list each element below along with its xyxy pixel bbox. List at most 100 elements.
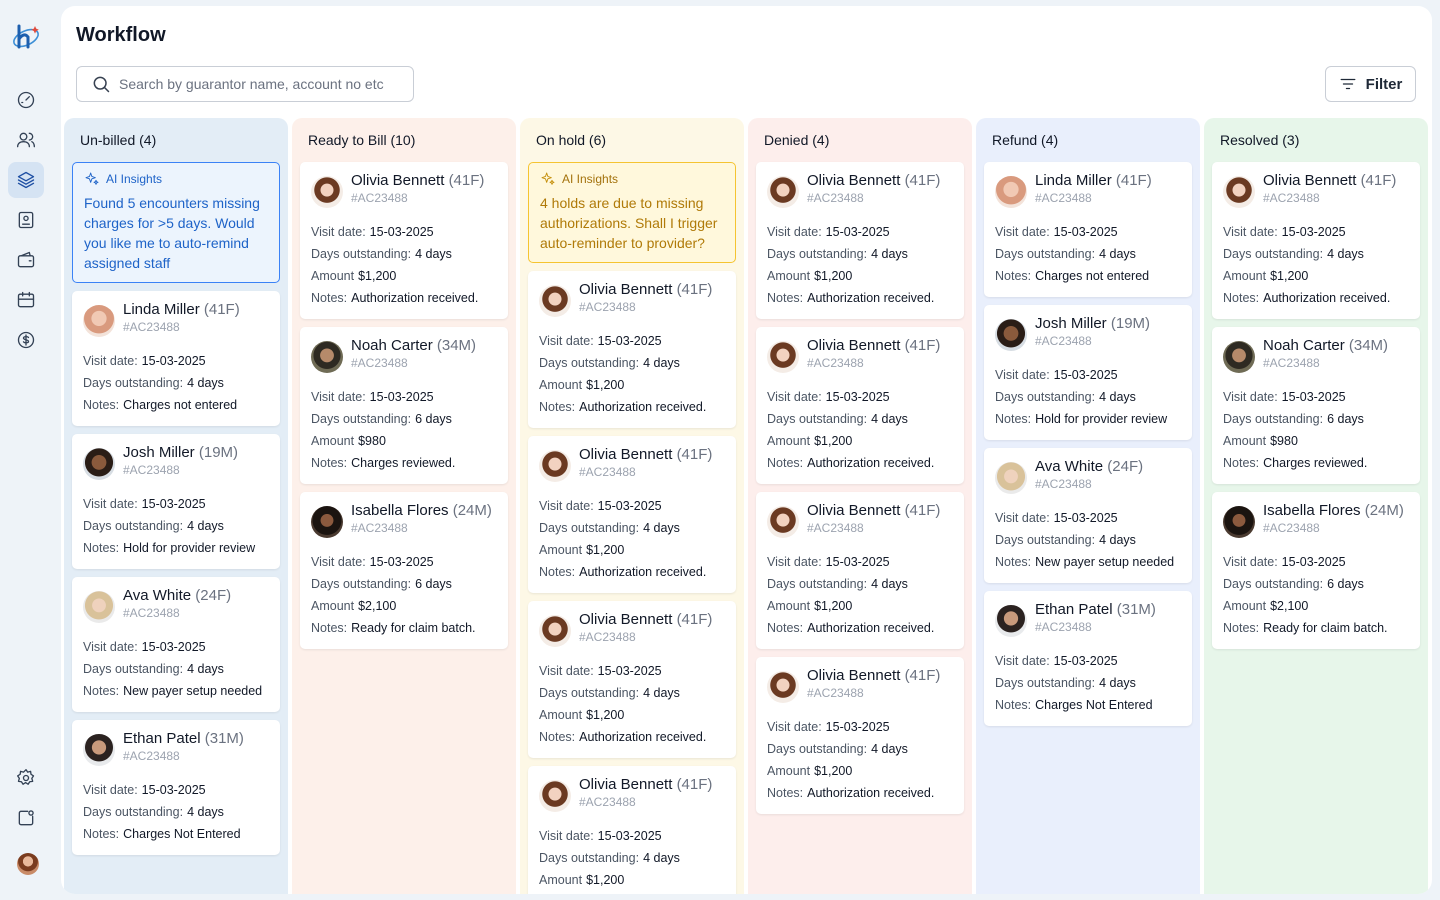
nav-documents[interactable] [8,202,44,238]
field-label: Days outstanding: [995,390,1096,404]
field-label: Amount [539,378,583,392]
patient-card[interactable]: Josh Miller (19M) #AC23488 Visit date: 15-0… [72,434,280,569]
ai-insight-card[interactable]: AI Insights 4 holds are due to missing au… [528,162,736,263]
patient-card[interactable]: Ava White (24F) #AC23488 Visit date: 15-03-… [72,577,280,712]
patient-card[interactable]: Noah Carter (34M) #AC23488 Visit date: 15-0… [1212,327,1420,484]
patient-card[interactable]: Olivia Bennett (41F) #AC23488 Visit date: 1… [528,436,736,593]
ai-insight-text: Found 5 encounters missing charges for >… [84,195,260,271]
patient-info: Josh Miller (19M) #AC23488 [123,444,238,479]
field-label: Amount [1223,434,1267,448]
avatar [539,615,571,647]
avatar [995,176,1027,208]
field-value: $1,200 [586,378,625,392]
field-value: 6 days [415,577,452,591]
nav-wallet[interactable] [8,242,44,278]
patient-card[interactable]: Olivia Bennett (41F) #AC23488 Visit date: 1… [300,162,508,319]
field-label: Days outstanding: [995,533,1096,547]
visit-date-row: Visit date: 15-03-2025 [311,386,497,408]
patient-card[interactable]: Linda Miller (41F) #AC23488 Visit date: 15-… [984,162,1192,297]
patient-card[interactable]: Olivia Bennett (41F) #AC23488 Visit date: 1… [528,271,736,428]
account-number: #AC23488 [123,320,180,334]
days-outstanding-row: Days outstanding: 4 days [995,243,1181,265]
column-5: Refund (4) Linda Miller (41F) #AC23488 Visi… [976,118,1200,894]
account-number: #AC23488 [579,465,636,479]
field-label: Notes: [1223,621,1260,635]
patient-name-text: Olivia Bennett [1263,172,1361,189]
field-label: Visit date: [83,783,138,797]
field-value: 4 days [1099,676,1136,690]
patient-card[interactable]: Olivia Bennett (41F) #AC23488 Visit date: 1… [756,327,964,484]
account-number: #AC23488 [807,191,864,205]
filter-button[interactable]: Filter [1325,66,1416,102]
patient-card[interactable]: Linda Miller (41F) #AC23488 Visit date: 15-… [72,291,280,426]
patient-card[interactable]: Ethan Patel (31M) #AC23488 Visit date: 15-0… [984,591,1192,726]
visit-date-row: Visit date: 15-03-2025 [539,495,725,517]
field-label: Visit date: [995,511,1050,525]
patient-card[interactable]: Ava White (24F) #AC23488 Visit date: 15-03-… [984,448,1192,583]
patient-card[interactable]: Olivia Bennett (41F) #AC23488 Visit date: 1… [528,766,736,894]
visit-date-row: Visit date: 15-03-2025 [995,364,1181,386]
patient-card[interactable]: Isabella Flores (24M) #AC23488 Visit date:… [300,492,508,649]
avatar [539,450,571,482]
field-label: Amount [311,269,355,283]
patient-card[interactable]: Isabella Flores (24M) #AC23488 Visit date:… [1212,492,1420,649]
patient-name: Olivia Bennett (41F) [351,172,484,190]
search-box[interactable] [76,66,414,102]
field-label: Notes: [83,541,120,555]
notes-row: Notes: New payer setup needed [995,551,1181,573]
field-label: Notes: [311,456,348,470]
column-title: Resolved (3) [1220,132,1300,148]
nav-workflow[interactable] [8,162,44,198]
patient-name-text: Isabella Flores [351,502,453,519]
nav-users[interactable] [8,122,44,158]
patient-card[interactable]: Olivia Bennett (41F) #AC23488 Visit date: 1… [1212,162,1420,319]
field-value: Charges not entered [123,398,238,412]
patient-info: Olivia Bennett (41F) #AC23488 [579,776,712,811]
visit-date-row: Visit date: 15-03-2025 [767,551,953,573]
nav-payments[interactable] [8,322,44,358]
patient-card[interactable]: Olivia Bennett (41F) #AC23488 Visit date: 1… [528,601,736,758]
patient-card[interactable]: Josh Miller (19M) #AC23488 Visit date: 15-0… [984,305,1192,440]
field-value: Authorization received. [807,621,935,635]
field-value: New payer setup needed [123,684,263,698]
patient-name-text: Olivia Bennett [579,446,677,463]
field-label: Notes: [995,555,1032,569]
field-value: 15-03-2025 [141,783,206,797]
field-label: Notes: [311,621,348,635]
field-value: 4 days [643,521,680,535]
field-value: 15-03-2025 [141,640,206,654]
ai-insight-card[interactable]: AI Insights Found 5 encounters missing ch… [72,162,280,283]
nav-dashboard[interactable] [8,82,44,118]
nav-export[interactable] [8,800,44,836]
amount-row: Amount $2,100 [311,595,497,617]
field-value: 4 days [187,519,224,533]
patient-age-gender: (41F) [904,502,941,519]
days-outstanding-row: Days outstanding: 4 days [83,658,269,680]
amount-row: Amount $1,200 [539,869,725,891]
patient-card[interactable]: Olivia Bennett (41F) #AC23488 Visit date: 1… [756,162,964,319]
current-user-avatar[interactable] [17,853,39,875]
search-input[interactable] [119,76,409,92]
patient-card[interactable]: Ethan Patel (31M) #AC23488 Visit date: 15-0… [72,720,280,855]
patient-card[interactable]: Noah Carter (34M) #AC23488 Visit date: 15-0… [300,327,508,484]
patient-card[interactable]: Olivia Bennett (41F) #AC23488 Visit date: 1… [756,657,964,814]
amount-row: Amount $1,200 [539,374,725,396]
nav-schedule[interactable] [8,282,44,318]
field-label: Days outstanding: [83,805,184,819]
patient-name: Ethan Patel (31M) [123,730,244,748]
patient-name: Olivia Bennett (41F) [807,337,940,355]
field-value: 15-03-2025 [825,555,890,569]
account-number: #AC23488 [351,356,408,370]
column-2: Ready to Bill (10) Olivia Bennett (41F) #A… [292,118,516,894]
card-header: Olivia Bennett (41F) #AC23488 [767,667,953,703]
nav-settings[interactable] [8,760,44,796]
field-label: Amount [767,269,811,283]
app-logo[interactable] [10,20,46,52]
amount-row: Amount $1,200 [767,265,953,287]
field-value: $980 [358,434,386,448]
account-number: #AC23488 [1263,521,1320,535]
field-label: Notes: [767,291,804,305]
patient-card[interactable]: Olivia Bennett (41F) #AC23488 Visit date: 1… [756,492,964,649]
field-label: Amount [311,434,355,448]
field-label: Visit date: [311,390,366,404]
